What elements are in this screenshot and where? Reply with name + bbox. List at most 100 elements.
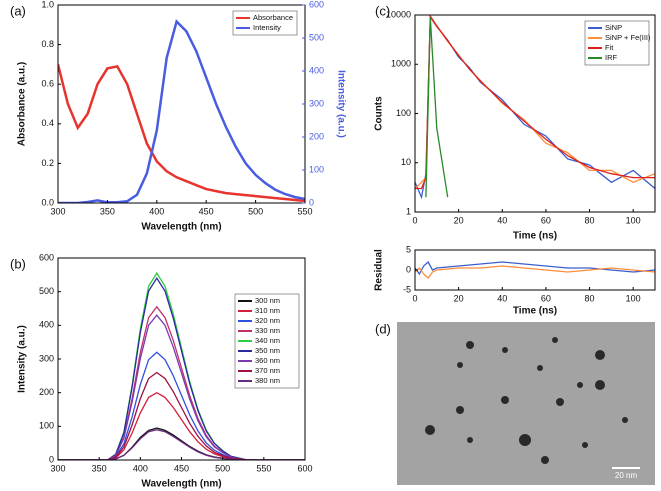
series-line — [415, 260, 655, 276]
x-tick-label: 400 — [149, 206, 164, 216]
x-tick-label: 20 — [454, 293, 464, 303]
y-tick-label: 400 — [39, 320, 54, 330]
series-line — [58, 305, 305, 460]
legend-label: 380 nm — [255, 376, 280, 385]
y2-axis-label: Intensity (a.u.) — [335, 70, 346, 138]
legend-label: SiNP — [605, 23, 622, 32]
y2-tick-label: 100 — [309, 164, 324, 174]
y-tick-label: 1.0 — [41, 0, 54, 9]
x-tick-label: 300 — [50, 206, 65, 216]
y-tick-label: 1 — [406, 206, 411, 216]
series-line — [58, 427, 305, 460]
legend-label: Fit — [605, 43, 614, 52]
y-tick-label: 10 — [401, 157, 411, 167]
scale-bar-label: 20 nm — [615, 471, 638, 480]
y-tick-label: 0.8 — [41, 39, 54, 49]
tem-image: 20 nm (d) — [375, 321, 655, 485]
legend-label: IRF — [605, 53, 618, 62]
series-line — [415, 265, 655, 279]
y-tick-label: 200 — [39, 387, 54, 397]
x-tick-label: 500 — [248, 206, 263, 216]
x-tick-label: 0 — [412, 293, 417, 303]
y2-tick-label: 600 — [309, 0, 324, 9]
y-axis-label: Residual — [374, 249, 385, 291]
x-axis-label: Wavelength (nm) — [141, 222, 221, 233]
x-tick-label: 100 — [626, 215, 641, 225]
micrograph — [397, 322, 655, 485]
y-tick-label: 0.2 — [41, 158, 54, 168]
legend-label: 330 nm — [255, 326, 280, 335]
legend-label: 310 nm — [255, 306, 280, 315]
x-tick-label: 60 — [541, 293, 551, 303]
panel-label: (d) — [375, 321, 391, 336]
x-tick-label: 20 — [454, 215, 464, 225]
y2-tick-label: 200 — [309, 131, 324, 141]
y2-tick-label: 400 — [309, 65, 324, 75]
panel-label: (a) — [10, 3, 26, 18]
legend-label: 370 nm — [255, 366, 280, 375]
series-line — [58, 314, 305, 460]
legend-label: 300 nm — [255, 296, 280, 305]
legend-label: Intensity — [253, 23, 281, 32]
legend-label: 320 nm — [255, 316, 280, 325]
y-tick-label: 500 — [39, 286, 54, 296]
x-axis-label: Wavelength (nm) — [141, 479, 221, 490]
y-tick-label: 100 — [39, 421, 54, 431]
x-tick-label: 40 — [497, 215, 507, 225]
series-line — [58, 276, 305, 460]
y2-tick-label: 500 — [309, 32, 324, 42]
x-tick-label: 400 — [133, 463, 148, 473]
x-tick-label: 100 — [626, 293, 641, 303]
x-tick-label: 60 — [541, 215, 551, 225]
legend-label: 360 nm — [255, 356, 280, 365]
series-line — [58, 391, 305, 460]
legend-label: 350 nm — [255, 346, 280, 355]
x-tick-label: 450 — [199, 206, 214, 216]
y-tick-label: -5 — [403, 284, 411, 294]
legend-box — [232, 10, 298, 36]
y-tick-label: 10000 — [386, 9, 411, 19]
x-tick-label: 500 — [215, 463, 230, 473]
y-tick-label: 0.6 — [41, 79, 54, 89]
y-tick-label: 300 — [39, 353, 54, 363]
y2-tick-label: 0 — [309, 197, 314, 207]
plot-frame — [414, 249, 656, 291]
x-tick-label: 350 — [92, 463, 107, 473]
x-tick-label: 350 — [100, 206, 115, 216]
series-line — [58, 19, 305, 203]
y-tick-label: 5 — [406, 244, 411, 254]
x-tick-label: 40 — [497, 293, 507, 303]
y-tick-label: 1000 — [391, 59, 411, 69]
x-axis-label: Time (ns) — [513, 231, 557, 242]
y-axis-label: Absorbance (a.u.) — [17, 62, 28, 146]
legend-label: Absorbance — [253, 13, 293, 22]
x-tick-label: 80 — [585, 293, 595, 303]
series-line — [58, 371, 305, 460]
x-tick-label: 550 — [256, 463, 271, 473]
legend-label: SiNP + Fe(III) — [605, 33, 651, 42]
x-tick-label: 450 — [174, 463, 189, 473]
panel-label: (c) — [375, 3, 390, 18]
y-tick-label: 0 — [49, 454, 54, 464]
y-tick-label: 0.0 — [41, 197, 54, 207]
y2-tick-label: 300 — [309, 98, 324, 108]
series-line — [58, 351, 305, 460]
x-tick-label: 550 — [297, 206, 312, 216]
series-line — [425, 17, 449, 198]
x-tick-label: 0 — [412, 215, 417, 225]
x-axis-label: Time (ns) — [513, 306, 557, 317]
y-tick-label: 600 — [39, 252, 54, 262]
panel-label: (b) — [10, 256, 26, 271]
y-axis-label: Intensity (a.u.) — [17, 325, 28, 393]
y-axis-label: Counts — [374, 96, 385, 131]
series-line — [58, 429, 305, 460]
legend-label: 340 nm — [255, 336, 280, 345]
y-tick-label: 0 — [406, 264, 411, 274]
y-tick-label: 100 — [396, 108, 411, 118]
y-tick-label: 0.4 — [41, 118, 54, 128]
x-tick-label: 300 — [50, 463, 65, 473]
series-line — [58, 64, 305, 203]
x-tick-label: 600 — [297, 463, 312, 473]
